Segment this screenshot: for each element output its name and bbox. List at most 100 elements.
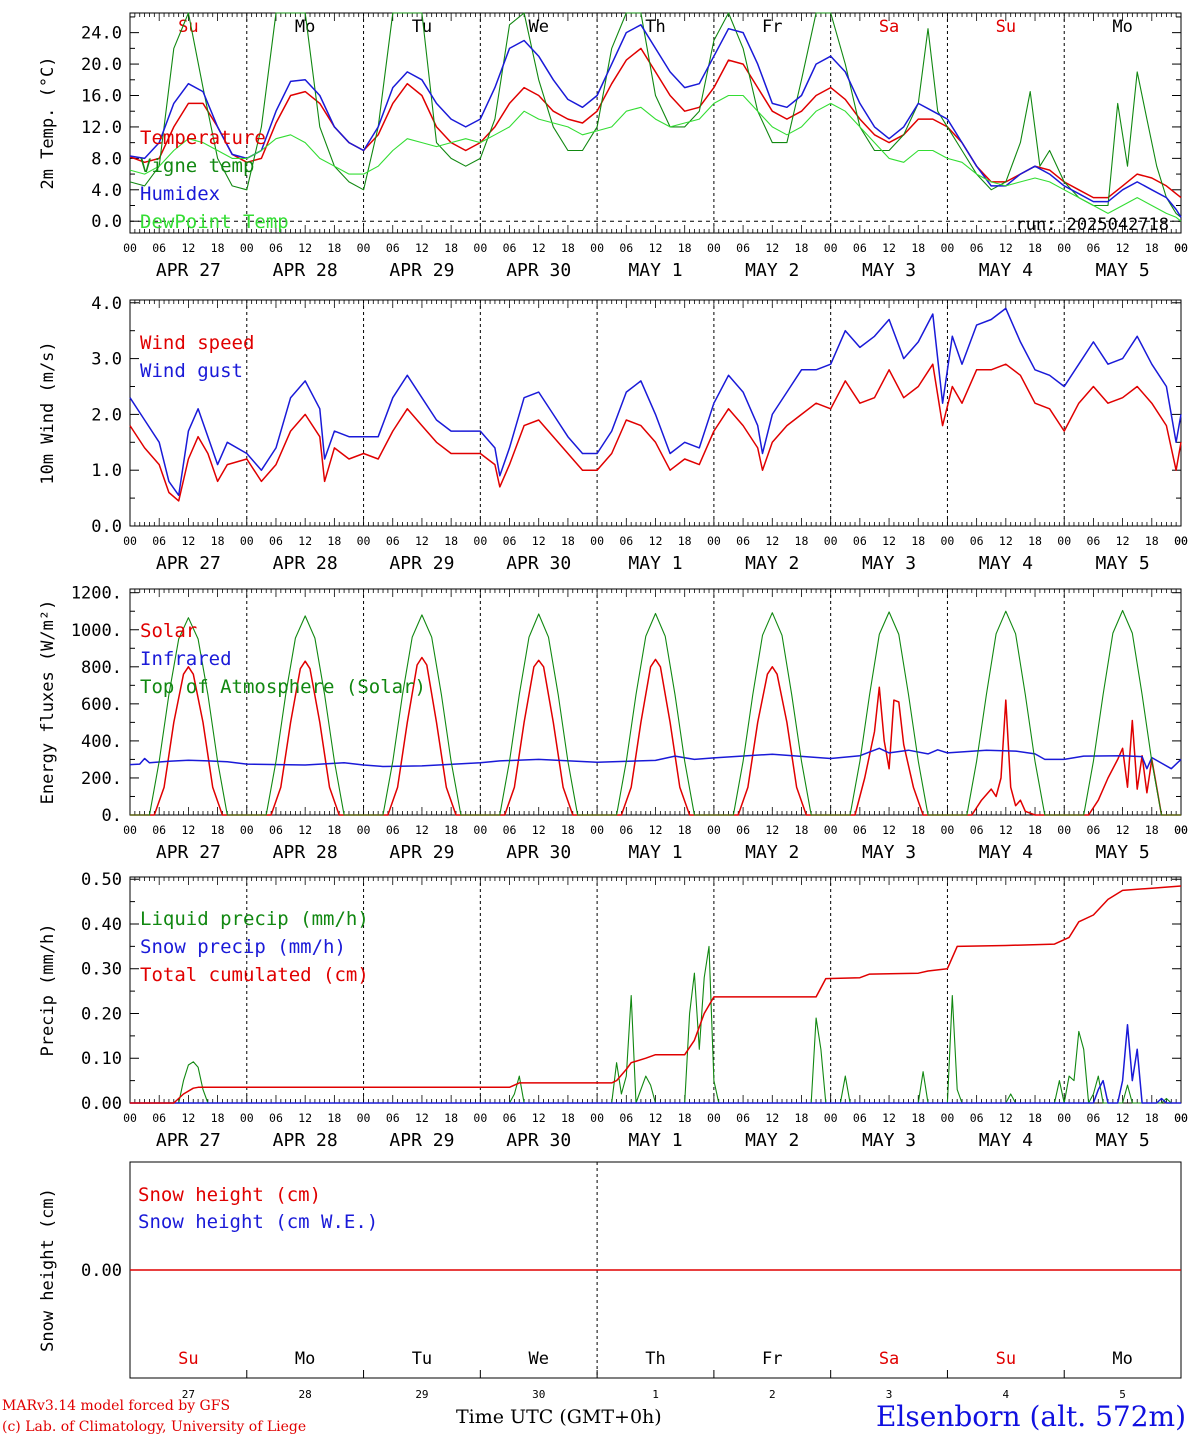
weekday-label: Th xyxy=(645,17,665,37)
legend-entry: Humidex xyxy=(140,183,220,205)
hour-tick-label: 00 xyxy=(123,823,137,837)
y-tick-label: 0.30 xyxy=(81,960,122,980)
panel-1: 00 06 12 18 00 06 12 18 00 06 12 18 00 06 12 18 00 06 12 18… xyxy=(38,12,1188,281)
hour-tick-label: 18 xyxy=(561,1111,575,1125)
y-tick-label: 0.00 xyxy=(81,1094,122,1114)
y-axis-label: Precip (mm/h) xyxy=(38,923,58,1056)
legend-entry: Temperature xyxy=(140,127,266,149)
series-line-wind-gust xyxy=(129,307,1182,497)
panel-2: 00 06 12 18 00 06 12 18 00 06 12 18 00 06 12 18 00 06 12 18… xyxy=(38,294,1188,574)
hour-tick-label: 18 xyxy=(795,823,809,837)
weekday-label: We xyxy=(528,1349,548,1369)
hour-tick-label: 00 xyxy=(357,823,371,837)
weekday-label: Sa xyxy=(879,1349,899,1369)
hour-tick-label: 00 xyxy=(941,823,955,837)
hour-tick-label: 12 xyxy=(765,823,779,837)
series-line-solar xyxy=(130,656,1181,816)
date-label: MAY 3 xyxy=(862,260,916,281)
date-label: MAY 2 xyxy=(745,842,799,863)
hour-tick-label: 06 xyxy=(386,1111,400,1125)
date-label: MAY 1 xyxy=(628,1130,682,1151)
hour-tick-label: 12 xyxy=(181,823,195,837)
series-line-dewpoint-temp xyxy=(129,94,1182,222)
hour-tick-label: 18 xyxy=(1145,534,1159,548)
panel-3: 00 06 12 18 00 06 12 18 00 06 12 18 00 06 12 18 00 06 12 18… xyxy=(38,584,1188,863)
series-line-top-of-atmosphere-solar xyxy=(130,609,1181,816)
hour-tick-label: 06 xyxy=(503,241,517,255)
date-label: APR 30 xyxy=(506,842,571,863)
hour-tick-label: 00 xyxy=(123,241,137,255)
hour-tick-label: 12 xyxy=(882,1111,896,1125)
hour-tick-label: 18 xyxy=(911,823,925,837)
date-label: APR 27 xyxy=(156,1130,221,1151)
hour-tick-label: 18 xyxy=(678,534,692,548)
y-tick-label: 12.0 xyxy=(81,118,122,138)
hour-tick-label: 18 xyxy=(678,241,692,255)
date-label: MAY 1 xyxy=(628,260,682,281)
hour-tick-label: 18 xyxy=(1028,823,1042,837)
date-label: APR 29 xyxy=(389,1130,454,1151)
hour-tick-label: 06 xyxy=(152,823,166,837)
y-tick-label: 4.0 xyxy=(91,294,122,314)
panel-5: Su27Mo28Tu29We30Th1Fr2Sa3Su4Mo5Tu60.00Sn… xyxy=(38,1161,1182,1401)
y-tick-label: 0. xyxy=(102,806,122,826)
hour-tick-label: 00 xyxy=(123,1111,137,1125)
y-tick-label: 4.0 xyxy=(91,181,122,201)
hour-tick-label: 12 xyxy=(765,534,779,548)
hour-tick-label: 12 xyxy=(298,1111,312,1125)
weekday-label: Mo xyxy=(1112,17,1132,37)
y-tick-label: 20.0 xyxy=(81,55,122,75)
hour-tick-label: 00 xyxy=(473,1111,487,1125)
date-label: APR 29 xyxy=(389,842,454,863)
hour-tick-label: 12 xyxy=(649,1111,663,1125)
hour-tick-label: 06 xyxy=(152,241,166,255)
hour-tick-label: 00 xyxy=(707,823,721,837)
hour-tick-label: 18 xyxy=(211,534,225,548)
legend-entry: Wind gust xyxy=(140,360,243,382)
hour-tick-label: 18 xyxy=(444,1111,458,1125)
panel-4: 00 06 12 18 00 06 12 18 00 06 12 18 00 06 12 18 00 06 12 18… xyxy=(38,870,1188,1151)
date-label: MAY 2 xyxy=(745,260,799,281)
hour-tick-label: 00 xyxy=(590,823,604,837)
hour-tick-label: 12 xyxy=(1116,1111,1130,1125)
hour-tick-label: 18 xyxy=(1028,1111,1042,1125)
date-label: MAY 5 xyxy=(1096,842,1150,863)
hour-tick-label: 00 xyxy=(1174,241,1188,255)
hour-tick-label: 00 xyxy=(941,241,955,255)
hour-tick-label: 00 xyxy=(824,823,838,837)
y-tick-label: 0.20 xyxy=(81,1004,122,1024)
date-label: MAY 4 xyxy=(979,553,1033,574)
hour-tick-label: 06 xyxy=(619,534,633,548)
weekday-label: Fr xyxy=(762,17,782,37)
legend-entry: Snow height (cm) xyxy=(138,1184,321,1206)
day-number-label: 5 xyxy=(1119,1388,1126,1401)
weekday-label: Su xyxy=(996,17,1016,37)
date-label: MAY 1 xyxy=(628,842,682,863)
hour-tick-label: 00 xyxy=(357,1111,371,1125)
date-label: MAY 3 xyxy=(862,1130,916,1151)
weekday-label: Th xyxy=(645,1349,665,1369)
y-tick-label: 16.0 xyxy=(81,87,122,107)
hour-tick-label: 18 xyxy=(327,823,341,837)
hour-tick-label: 12 xyxy=(882,534,896,548)
hour-tick-label: 12 xyxy=(999,534,1013,548)
legend-entry: Liquid precip (mm/h) xyxy=(140,908,369,930)
date-label: APR 30 xyxy=(506,553,571,574)
hour-tick-label: 06 xyxy=(736,241,750,255)
date-label: APR 28 xyxy=(273,260,338,281)
legend-entry: Snow height (cm W.E.) xyxy=(138,1211,378,1233)
series-line-vigne-temp xyxy=(129,12,1182,218)
hour-tick-label: 00 xyxy=(240,241,254,255)
y-tick-label: 0.00 xyxy=(81,1261,122,1281)
hour-tick-label: 06 xyxy=(386,823,400,837)
date-label: MAY 3 xyxy=(862,553,916,574)
hour-tick-label: 00 xyxy=(941,534,955,548)
hour-tick-label: 06 xyxy=(970,241,984,255)
y-tick-label: 8.0 xyxy=(91,149,122,169)
date-label: MAY 2 xyxy=(745,1130,799,1151)
y-tick-label: 24.0 xyxy=(81,24,122,44)
hour-tick-label: 06 xyxy=(503,823,517,837)
y-tick-label: 0.10 xyxy=(81,1049,122,1069)
hour-tick-label: 12 xyxy=(999,1111,1013,1125)
date-label: MAY 4 xyxy=(979,260,1033,281)
